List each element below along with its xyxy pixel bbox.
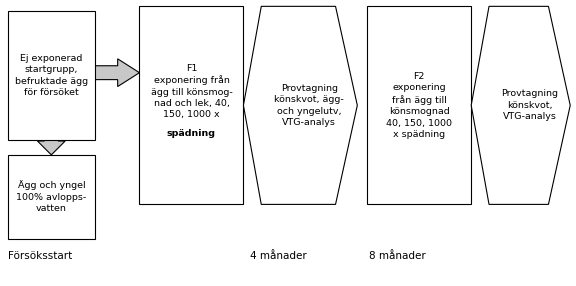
Text: F1
exponering från
ägg till könsmog-
nad och lek, 40,
150, 1000 x: F1 exponering från ägg till könsmog- nad… [150, 63, 232, 120]
Text: 4 månader: 4 månader [251, 251, 307, 261]
Text: Provtagning
könskvot, ägg-
och yngelutv,
VTG-analys: Provtagning könskvot, ägg- och yngelutv,… [274, 84, 344, 127]
Polygon shape [139, 6, 244, 204]
Polygon shape [244, 6, 357, 204]
Text: Ej exponerad
startgrupp,
befruktade ägg
för försöket: Ej exponerad startgrupp, befruktade ägg … [15, 54, 88, 97]
Polygon shape [7, 155, 95, 239]
Polygon shape [471, 6, 570, 204]
Text: 8 månader: 8 månader [369, 251, 426, 261]
Polygon shape [7, 11, 95, 140]
Text: F2
exponering
från ägg till
könsmognad
40, 150, 1000
x spädning: F2 exponering från ägg till könsmognad 4… [386, 72, 452, 139]
Text: Ägg och yngel
100% avlopps-
vatten: Ägg och yngel 100% avlopps- vatten [16, 180, 86, 213]
Text: spädning: spädning [167, 129, 216, 138]
Polygon shape [367, 6, 471, 204]
Text: Försöksstart: Försöksstart [7, 251, 72, 261]
Polygon shape [37, 140, 65, 155]
Polygon shape [95, 59, 139, 87]
Text: Provtagning
könskvot,
VTG-analys: Provtagning könskvot, VTG-analys [501, 90, 558, 121]
